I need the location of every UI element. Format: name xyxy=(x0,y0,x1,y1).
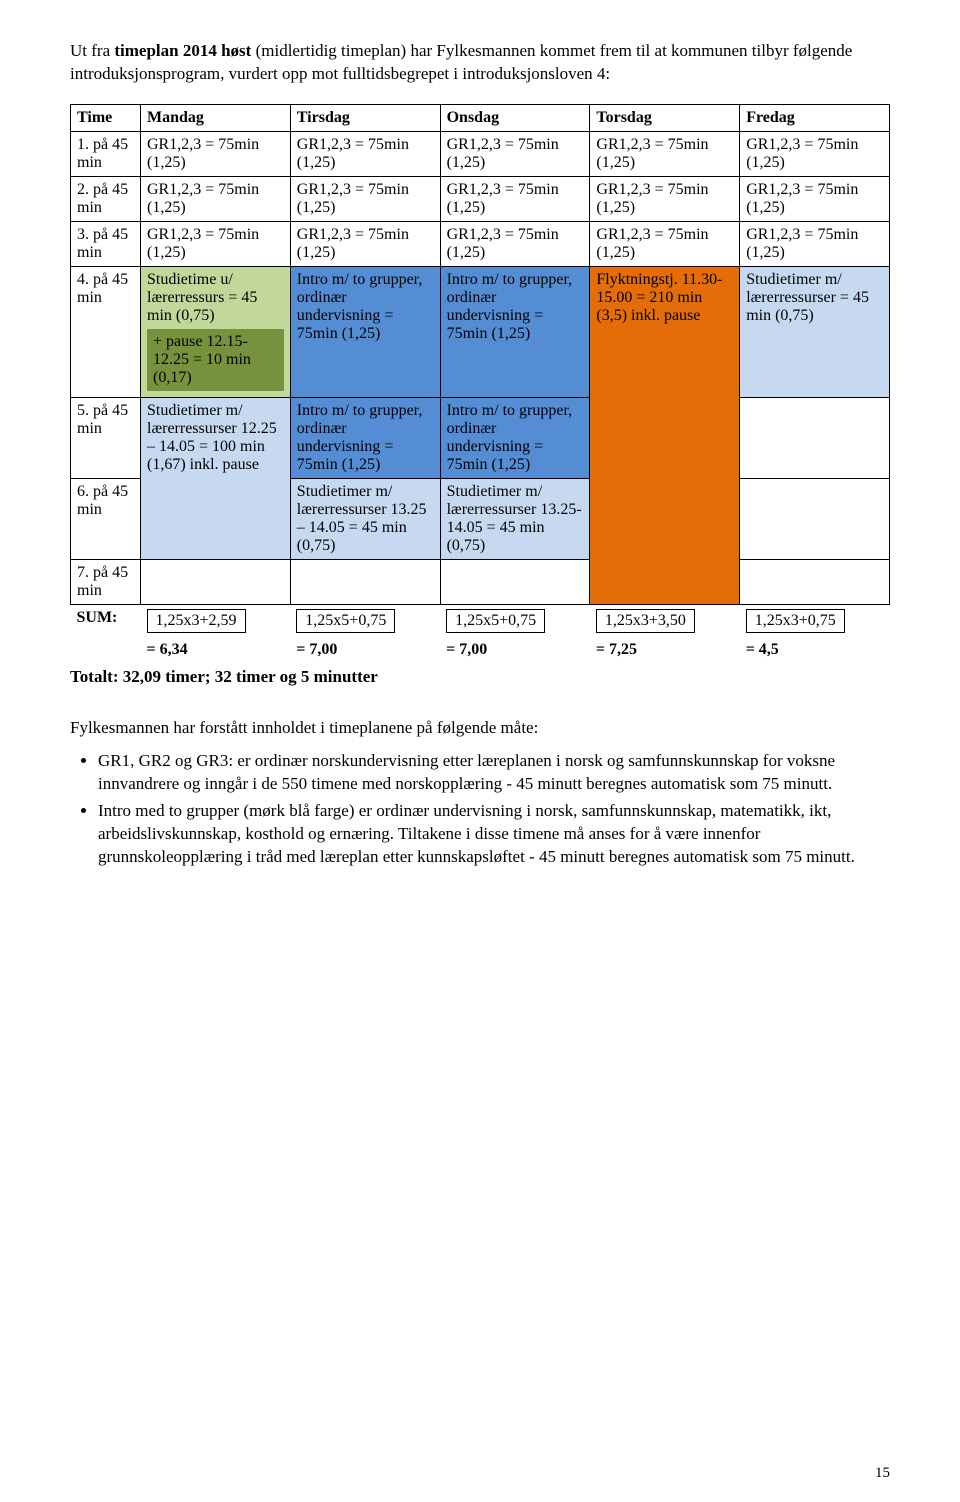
eq-cell: = 7,25 xyxy=(590,637,740,663)
day-header: Torsdag xyxy=(590,104,740,131)
pause-sub: + pause 12.15-12.25 = 10 min (0,17) xyxy=(147,329,284,391)
cell: Studietimer m/ lærerressurser 12.25 – 14… xyxy=(141,397,291,559)
table-row: 2. på 45 min GR1,2,3 = 75min (1,25) GR1,… xyxy=(71,176,890,221)
cell: GR1,2,3 = 75min (1,25) xyxy=(440,131,590,176)
cell xyxy=(740,397,890,478)
row-label: 2. på 45 min xyxy=(71,176,141,221)
cell: GR1,2,3 = 75min (1,25) xyxy=(440,176,590,221)
day-header: Fredag xyxy=(740,104,890,131)
sum-box: 1,25x5+0,75 xyxy=(296,609,395,633)
day-header: Mandag xyxy=(141,104,291,131)
after-section: Fylkesmannen har forstått innholdet i ti… xyxy=(70,717,890,869)
row-label: 1. på 45 min xyxy=(71,131,141,176)
row-label: 4. på 45 min xyxy=(71,266,141,397)
list-item: GR1, GR2 og GR3: er ordinær norskundervi… xyxy=(98,750,890,796)
table-row: 1. på 45 min GR1,2,3 = 75min (1,25) GR1,… xyxy=(71,131,890,176)
eq-cell: = 4,5 xyxy=(740,637,890,663)
time-header: Time xyxy=(71,104,141,131)
cell xyxy=(141,559,291,604)
day-header: Onsdag xyxy=(440,104,590,131)
cell: GR1,2,3 = 75min (1,25) xyxy=(740,131,890,176)
sum-cell: 1,25x3+2,59 xyxy=(141,604,291,637)
timetable: Time Mandag Tirsdag Onsdag Torsdag Freda… xyxy=(70,104,890,663)
cell: GR1,2,3 = 75min (1,25) xyxy=(440,221,590,266)
row-label: 3. på 45 min xyxy=(71,221,141,266)
cell-text: Studietime u/ lærerressurs = 45 min (0,7… xyxy=(141,267,290,329)
row-label: 6. på 45 min xyxy=(71,478,141,559)
sum-row: SUM: 1,25x3+2,59 1,25x5+0,75 1,25x5+0,75… xyxy=(71,604,890,637)
totals-line: Totalt: 32,09 timer; 32 timer og 5 minut… xyxy=(70,667,890,687)
cell: GR1,2,3 = 75min (1,25) xyxy=(290,131,440,176)
table-row: 4. på 45 min Studietime u/ lærerressurs … xyxy=(71,266,890,397)
row-label: 5. på 45 min xyxy=(71,397,141,478)
sum-box: 1,25x3+0,75 xyxy=(746,609,845,633)
cell: Intro m/ to grupper, ordinær undervisnin… xyxy=(440,266,590,397)
eq-cell: = 7,00 xyxy=(440,637,590,663)
cell: Intro m/ to grupper, ordinær undervisnin… xyxy=(290,266,440,397)
sum-cell: 1,25x5+0,75 xyxy=(440,604,590,637)
sum-cell: 1,25x3+0,75 xyxy=(740,604,890,637)
cell: GR1,2,3 = 75min (1,25) xyxy=(740,176,890,221)
table-row: 3. på 45 min GR1,2,3 = 75min (1,25) GR1,… xyxy=(71,221,890,266)
intro-paragraph: Ut fra timeplan 2014 høst (midlertidig t… xyxy=(70,40,890,86)
eq-row: = 6,34 = 7,00 = 7,00 = 7,25 = 4,5 xyxy=(71,637,890,663)
sum-box: 1,25x5+0,75 xyxy=(446,609,545,633)
sum-cell: 1,25x3+3,50 xyxy=(590,604,740,637)
cell: Studietimer m/ lærerressurser = 45 min (… xyxy=(740,266,890,397)
page-number: 15 xyxy=(875,1465,890,1482)
cell: GR1,2,3 = 75min (1,25) xyxy=(590,131,740,176)
cell: Studietime u/ lærerressurs = 45 min (0,7… xyxy=(141,266,291,397)
cell-flykt: Flyktningstj. 11.30-15.00 = 210 min (3,5… xyxy=(590,266,740,604)
cell: GR1,2,3 = 75min (1,25) xyxy=(740,221,890,266)
sum-label: SUM: xyxy=(71,604,141,637)
day-header: Tirsdag xyxy=(290,104,440,131)
bullet-list: GR1, GR2 og GR3: er ordinær norskundervi… xyxy=(70,750,890,869)
cell: GR1,2,3 = 75min (1,25) xyxy=(590,176,740,221)
table-row: 7. på 45 min xyxy=(71,559,890,604)
sum-box: 1,25x3+2,59 xyxy=(147,609,246,633)
eq-cell: = 7,00 xyxy=(290,637,440,663)
table-row: 5. på 45 min Studietimer m/ lærerressurs… xyxy=(71,397,890,478)
row-label: 7. på 45 min xyxy=(71,559,141,604)
cell xyxy=(440,559,590,604)
sum-box: 1,25x3+3,50 xyxy=(596,609,695,633)
sum-cell: 1,25x5+0,75 xyxy=(290,604,440,637)
cell: GR1,2,3 = 75min (1,25) xyxy=(141,131,291,176)
eq-cell: = 6,34 xyxy=(141,637,291,663)
list-item: Intro med to grupper (mørk blå farge) er… xyxy=(98,800,890,869)
cell: GR1,2,3 = 75min (1,25) xyxy=(290,221,440,266)
cell: Studietimer m/ lærerressurser 13.25 – 14… xyxy=(290,478,440,559)
cell xyxy=(740,559,890,604)
cell: GR1,2,3 = 75min (1,25) xyxy=(290,176,440,221)
cell: GR1,2,3 = 75min (1,25) xyxy=(590,221,740,266)
header-row: Time Mandag Tirsdag Onsdag Torsdag Freda… xyxy=(71,104,890,131)
cell: Intro m/ to grupper, ordinær undervisnin… xyxy=(440,397,590,478)
cell: GR1,2,3 = 75min (1,25) xyxy=(141,221,291,266)
cell xyxy=(740,478,890,559)
after-intro: Fylkesmannen har forstått innholdet i ti… xyxy=(70,717,890,740)
document-page: Ut fra timeplan 2014 høst (midlertidig t… xyxy=(0,0,960,1502)
cell xyxy=(290,559,440,604)
cell: Intro m/ to grupper, ordinær undervisnin… xyxy=(290,397,440,478)
cell: GR1,2,3 = 75min (1,25) xyxy=(141,176,291,221)
cell: Studietimer m/ lærerressurser 13.25-14.0… xyxy=(440,478,590,559)
